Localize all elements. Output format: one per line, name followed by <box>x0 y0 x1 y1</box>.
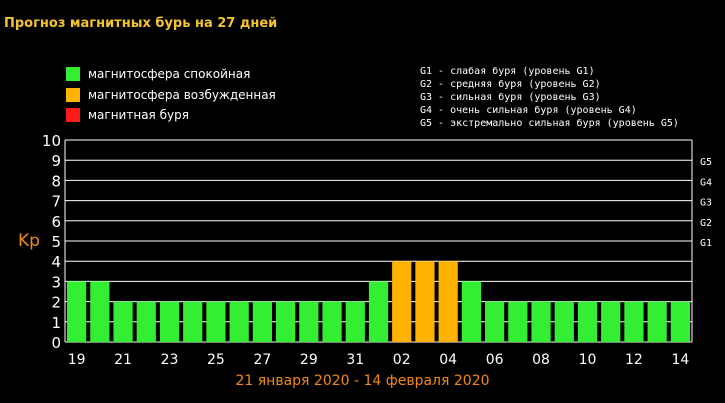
period-label: 21 января 2020 - 14 февраля 2020 <box>235 373 490 389</box>
y-tick-label-10: 10 <box>42 132 61 150</box>
g-legend-g2: G2 - средняя буря (уровень G2) <box>420 79 601 90</box>
right-tick-label-g1: G1 <box>700 238 712 249</box>
x-tick-label: 31 <box>346 352 364 368</box>
bar <box>206 301 226 342</box>
bar <box>577 301 598 342</box>
bar <box>438 261 458 342</box>
right-tick-label-g5: G5 <box>700 157 712 168</box>
y-tick-label-7: 7 <box>51 193 61 211</box>
x-tick-label: 25 <box>207 352 225 368</box>
legend-label-calm: магнитосфера спокойная <box>88 67 251 81</box>
bar <box>392 261 412 342</box>
bar <box>554 301 574 342</box>
bar <box>461 281 481 342</box>
x-tick-label: 02 <box>393 352 411 368</box>
y-tick-label-3: 3 <box>51 273 61 291</box>
y-tick-label-9: 9 <box>51 152 61 170</box>
g-legend-g5: G5 - экстремально сильная буря (уровень … <box>420 118 679 129</box>
x-tick-label: 19 <box>68 352 86 368</box>
y-tick-label-2: 2 <box>51 294 61 312</box>
x-tick-label: 23 <box>161 352 179 368</box>
x-tick-label: 27 <box>253 352 271 368</box>
bar <box>252 301 272 342</box>
g-legend-g4: G4 - очень сильная буря (уровень G4) <box>420 105 637 116</box>
legend-item-storm: магнитная буря <box>66 107 189 123</box>
bar <box>67 281 87 342</box>
x-tick-label: 06 <box>486 352 504 368</box>
x-tick-label: 21 <box>114 352 132 368</box>
right-tick-label-g2: G2 <box>700 218 712 229</box>
bar <box>508 301 528 342</box>
legend-item-excited: магнитосфера возбужденная <box>66 87 276 103</box>
y-tick-label-1: 1 <box>51 314 61 332</box>
bar <box>601 301 621 342</box>
x-tick-label: 08 <box>532 352 550 368</box>
legend-item-calm: магнитосфера спокойная <box>66 66 250 82</box>
bar <box>670 301 690 342</box>
bar <box>531 301 551 342</box>
bar <box>229 301 249 342</box>
bar <box>485 301 505 342</box>
bar <box>136 301 156 342</box>
y-tick-label-8: 8 <box>51 172 61 190</box>
y-tick-label-6: 6 <box>51 213 61 231</box>
page-title: Прогноз магнитных бурь на 27 дней <box>4 16 278 31</box>
right-tick-label-g3: G3 <box>700 198 712 209</box>
right-tick-label-g4: G4 <box>700 177 712 188</box>
x-tick-label: 04 <box>439 352 457 368</box>
x-tick-label: 10 <box>579 352 597 368</box>
bar <box>299 301 319 342</box>
x-tick-label: 14 <box>671 352 689 368</box>
legend-swatch-storm <box>66 108 80 122</box>
y-axis-label: Kp <box>18 231 40 251</box>
bar <box>183 301 203 342</box>
legend-swatch-excited <box>66 88 80 102</box>
x-tick-label: 12 <box>625 352 643 368</box>
bar <box>368 281 389 342</box>
y-tick-label-4: 4 <box>51 253 61 271</box>
legend-swatch-calm <box>66 67 80 81</box>
bar <box>415 261 435 342</box>
bar <box>159 301 180 342</box>
bar <box>90 281 110 342</box>
bar <box>113 301 133 342</box>
legend-label-excited: магнитосфера возбужденная <box>88 88 276 102</box>
bar <box>322 301 342 342</box>
bar <box>345 301 365 342</box>
g-legend-g3: G3 - сильная буря (уровень G3) <box>420 92 601 103</box>
bar <box>276 301 296 342</box>
x-tick-label: 29 <box>300 352 318 368</box>
y-tick-label-0: 0 <box>51 334 61 352</box>
g-legend-g1: G1 - слабая буря (уровень G1) <box>420 66 595 77</box>
bar <box>647 301 667 342</box>
legend-label-storm: магнитная буря <box>88 108 189 122</box>
y-tick-label-5: 5 <box>51 233 61 251</box>
bar <box>624 301 644 342</box>
